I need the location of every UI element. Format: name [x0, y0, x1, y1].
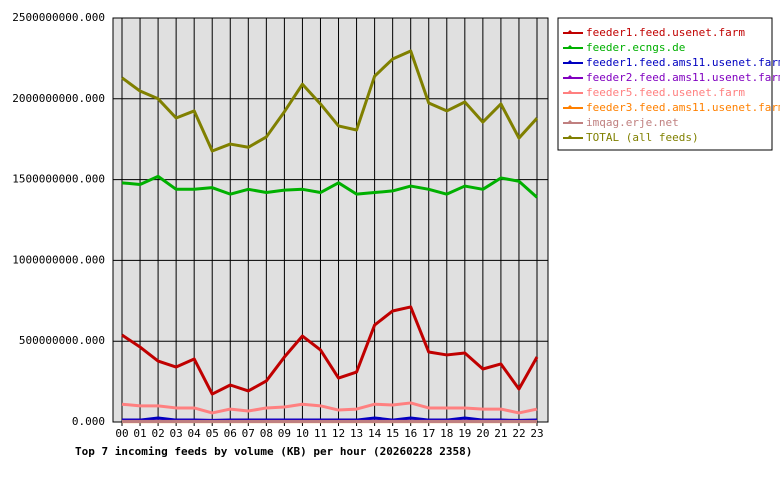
x-tick-label: 09	[278, 427, 291, 440]
legend-marker	[567, 105, 573, 108]
y-tick-label: 0.000	[72, 415, 105, 428]
legend-label: feeder3.feed.ams11.usenet.farm	[586, 101, 780, 114]
x-tick-label: 12	[332, 427, 345, 440]
x-tick-label: 15	[386, 427, 399, 440]
plot-area	[113, 18, 548, 422]
legend-marker	[567, 45, 573, 48]
y-tick-label: 1500000000.000	[12, 173, 105, 186]
legend-marker	[567, 90, 573, 93]
x-tick-label: 23	[530, 427, 543, 440]
legend-marker	[567, 60, 573, 63]
x-tick-label: 22	[512, 427, 525, 440]
legend-label: feeder2.feed.ams11.usenet.farm	[586, 71, 780, 84]
chart-title: Top 7 incoming feeds by volume (KB) per …	[75, 445, 472, 458]
x-tick-label: 20	[476, 427, 489, 440]
legend-label: feeder.ecngs.de	[586, 41, 685, 54]
legend-label: imqag.erje.net	[586, 116, 679, 129]
series-line	[121, 174, 539, 199]
series-line	[121, 305, 539, 396]
y-tick-label: 2000000000.000	[12, 92, 105, 105]
legend-label: TOTAL (all feeds)	[586, 131, 699, 144]
x-tick-label: 19	[458, 427, 471, 440]
x-tick-label: 03	[170, 427, 183, 440]
x-tick-label: 01	[133, 427, 146, 440]
x-tick-label: 16	[404, 427, 417, 440]
x-tick-label: 13	[350, 427, 363, 440]
series-line	[121, 49, 539, 153]
x-tick-label: 02	[151, 427, 164, 440]
y-tick-label: 500000000.000	[19, 334, 105, 347]
legend-marker	[567, 120, 573, 123]
x-tick-label: 06	[224, 427, 237, 440]
x-tick-label: 11	[314, 427, 327, 440]
x-tick-label: 10	[296, 427, 309, 440]
x-tick-label: 04	[188, 427, 202, 440]
legend-marker	[567, 75, 573, 78]
x-tick-label: 07	[242, 427, 255, 440]
legend-label: feeder1.feed.usenet.farm	[586, 26, 745, 39]
legend-box	[557, 17, 773, 151]
x-tick-label: 17	[422, 427, 435, 440]
y-tick-label: 1000000000.000	[12, 253, 105, 266]
x-tick-label: 14	[368, 427, 382, 440]
x-tick-label: 18	[440, 427, 453, 440]
legend-marker	[567, 135, 573, 138]
x-tick-label: 05	[206, 427, 219, 440]
x-tick-label: 00	[115, 427, 128, 440]
series-line	[121, 401, 538, 415]
legend-marker	[567, 30, 573, 33]
x-tick-label: 21	[494, 427, 507, 440]
legend-label: feeder1.feed.ams11.usenet.farm	[586, 56, 780, 69]
x-tick-label: 08	[260, 427, 273, 440]
y-tick-label: 2500000000.000	[12, 11, 105, 24]
legend-label: feeder5.feed.usenet.farm	[586, 86, 745, 99]
